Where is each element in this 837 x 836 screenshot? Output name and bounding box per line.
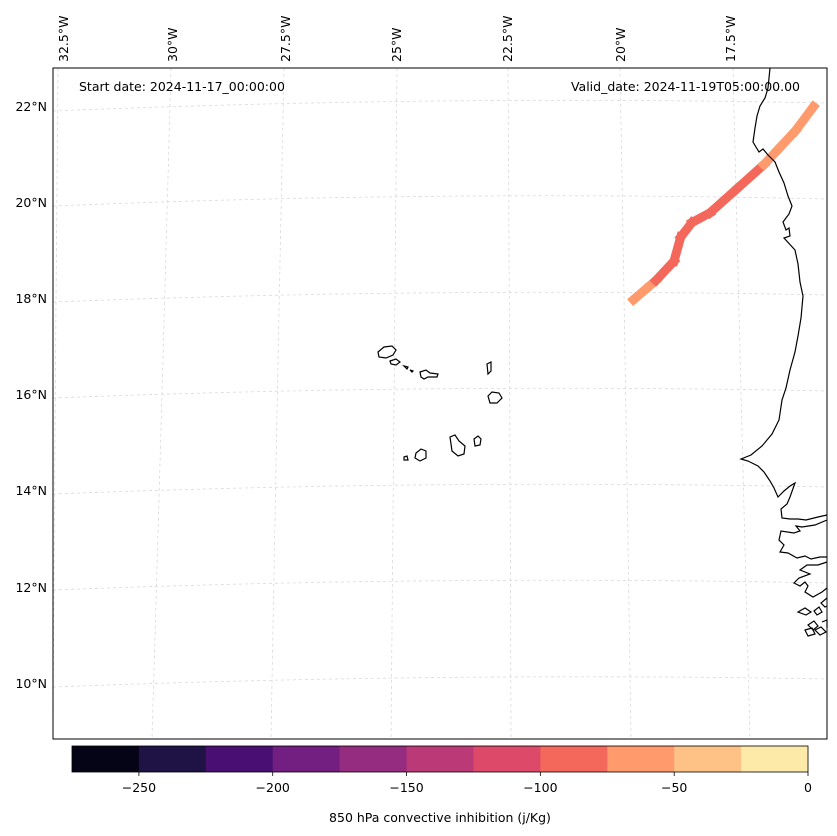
colorbar-cell [138,746,207,772]
colorbar-label: 850 hPa convective inhibition (j/Kg) [329,810,551,825]
lat-tick-label: 18°N [15,291,47,306]
meridian-17.5w [732,67,751,740]
latitude-tick-labels: 22°N 20°N 18°N 16°N 14°N 12°N 10°N [15,99,47,691]
map-frame [52,67,828,740]
island-bijagos-4 [804,627,816,637]
parallel-22n [52,99,828,112]
colorbar-cell [272,746,341,772]
cin-track [627,100,820,307]
coastline-guinea-bissau [792,561,828,598]
island-sao-vicente [389,358,401,366]
lon-tick-label: 27.5°W [278,16,293,62]
colorbar-tick-label: −50 [661,780,687,795]
lon-tick-label: 32.5°W [56,16,71,62]
track-segment [627,274,663,307]
island-maio [473,435,482,447]
island-raso [409,369,415,373]
lon-tick-label: 25°W [389,27,404,62]
lat-tick-label: 16°N [15,387,47,402]
colorbar: −250 −200 −150 −100 −50 0 850 hPa convective … [71,745,812,825]
colorbar-cell [741,746,809,772]
colorbar-ticks: −250 −200 −150 −100 −50 0 [122,772,812,795]
lon-tick-label: 30°W [165,27,180,62]
lat-tick-label: 12°N [15,580,47,595]
gridlines [52,67,828,740]
parallel-12n [52,579,828,591]
colorbar-tick-label: −200 [256,780,290,795]
parallel-18n [52,291,828,303]
colorbar-cell [540,746,608,772]
colorbar-tick-label: −250 [122,780,156,795]
colorbar-cell [339,746,408,772]
island-bijagos-2 [813,606,823,616]
island-santo-antao [377,345,397,359]
colorbar-cell [607,746,675,772]
island-bijagos-5 [813,626,828,636]
parallel-10n [52,676,828,688]
lon-tick-label: 20°W [613,27,628,62]
colorbar-tick-label: 0 [804,780,812,795]
island-fogo [414,448,427,462]
parallel-20n [52,195,828,207]
lon-tick-label: 22.5°W [500,16,515,62]
island-bijagos-1 [796,607,813,616]
cape-verde-islands [377,345,503,462]
coastline-main [739,67,828,521]
island-sao-nicolau [419,369,439,380]
lat-tick-label: 10°N [15,676,47,691]
island-brava [403,455,409,461]
map-background [53,68,827,739]
colorbar-cell [205,746,274,772]
lat-tick-label: 20°N [15,195,47,210]
lon-tick-label: 17.5°W [723,16,738,62]
track-segment [789,100,820,138]
island-santiago [449,434,466,457]
colorbar-tick-label: −150 [389,780,423,795]
coastline-bissau-east [820,597,828,608]
island-santa-luzia [402,364,409,371]
lat-tick-label: 22°N [15,99,47,114]
coastline-gambia-senegal [778,519,828,560]
map-axes [52,67,828,740]
track-segment [730,158,771,196]
parallel-14n [52,483,828,495]
island-sal [486,361,492,376]
colorbar-cell [72,746,140,772]
longitude-tick-labels: 32.5°W 30°W 27.5°W 25°W 22.5°W 20°W 17.5… [56,16,738,62]
valid-date-label: Valid_date: 2024-11-19T05:00:00.00 [571,79,800,94]
track-segment [703,182,744,220]
colorbar-tick-label: −100 [523,780,557,795]
colorbar-cell [674,746,742,772]
start-date-label: Start date: 2024-11-17_00:00:00 [79,79,285,94]
colorbar-cell [406,746,474,772]
island-boa-vista [487,391,503,404]
colorbar-cells [72,746,809,772]
meridian-30w [151,67,172,740]
colorbar-cell [473,746,541,772]
colorbar-frame [71,745,809,773]
parallel-16n [52,387,828,399]
lat-tick-label: 14°N [15,483,47,498]
